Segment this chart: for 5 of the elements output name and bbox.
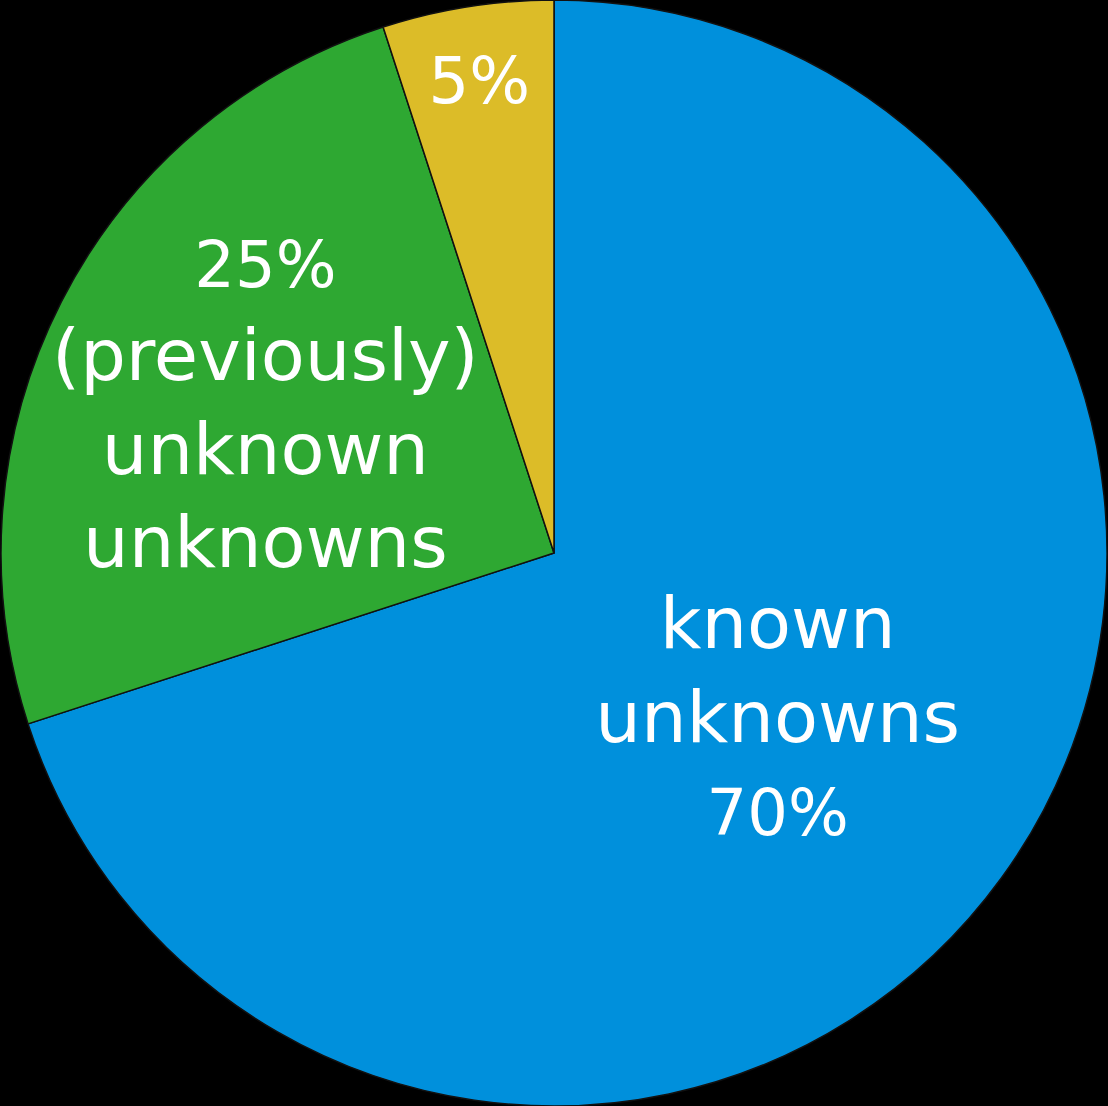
data-label: 70% [706, 776, 849, 851]
data-label: 25% [194, 227, 337, 302]
slice-label: known unknowns [595, 580, 961, 759]
data-label: 5% [428, 43, 530, 118]
slice-label: (previously) unknown unknowns [52, 313, 479, 585]
